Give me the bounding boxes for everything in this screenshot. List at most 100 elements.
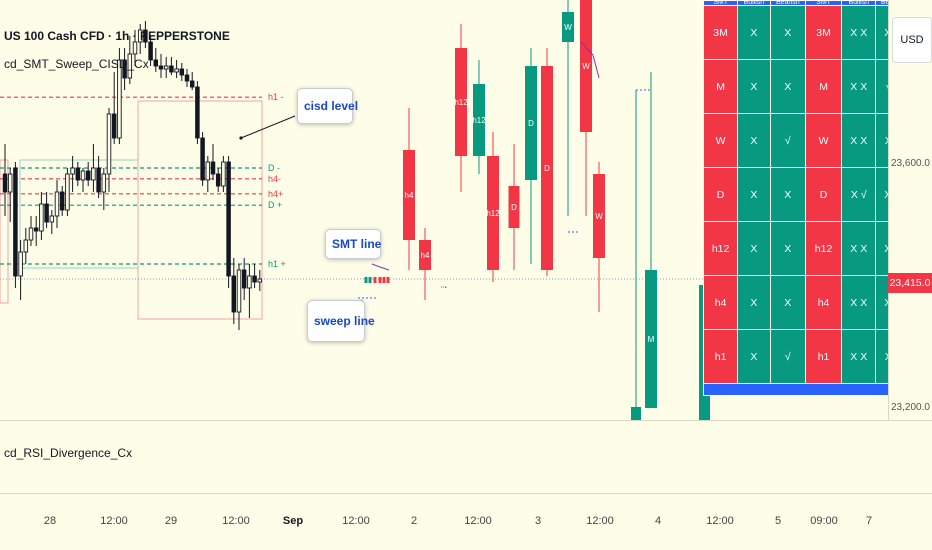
table-cell: h4	[702, 275, 739, 330]
indicator-smt-sweep-label[interactable]: cd_SMT_Sweep_CISD_Cx	[4, 57, 149, 71]
table-cell: √	[769, 329, 807, 384]
mini-candle	[364, 277, 368, 283]
htf-candle-body	[419, 240, 431, 270]
table-cell: X	[769, 59, 807, 114]
hourly-candle-body	[44, 203, 49, 223]
htf-candle-label: D	[511, 203, 517, 212]
hourly-candle-body	[205, 161, 211, 181]
range-box-right	[137, 100, 263, 320]
hourly-candle-body	[2, 173, 8, 193]
hourly-candle-body	[132, 41, 138, 55]
sweep-line-text: sweep line	[314, 314, 375, 328]
htf-candle-body	[455, 48, 467, 156]
hourly-candle-body	[54, 191, 60, 217]
htf-candle-body	[473, 84, 485, 156]
htf-candle-body	[562, 12, 574, 42]
htf-candle-label: h12	[486, 209, 500, 218]
table-cell: 3M	[805, 5, 843, 60]
indicator-rsi-divergence-label[interactable]: cd_RSI_Divergence_Cx	[4, 446, 133, 460]
hourly-candle-body	[96, 167, 101, 193]
htf-candle-label: h12	[454, 98, 468, 107]
cisd-level-text: cisd level	[304, 99, 359, 113]
cisd-arrow-line	[240, 115, 296, 139]
table-cell: W	[805, 113, 843, 168]
htf-candle-body	[593, 174, 605, 258]
hourly-candle-body	[221, 161, 226, 187]
htf-candle-label: D	[544, 164, 550, 173]
htf-candle-label: W	[564, 23, 572, 32]
hourly-candle-body	[241, 269, 247, 289]
htf-candle-label: h4	[405, 191, 414, 200]
time-tick-label: 12:00	[222, 515, 250, 527]
hourly-candle-body	[106, 113, 112, 175]
hourly-candle-body	[23, 239, 29, 253]
hourly-candle-body	[163, 65, 169, 70]
time-tick-label: 12:00	[586, 515, 614, 527]
htf-candle-label: W	[595, 212, 603, 221]
hourly-candle-body	[65, 173, 70, 211]
table-cell: X	[737, 275, 771, 330]
level-label: h1 +	[268, 259, 286, 269]
htf-candle-label: h12	[472, 116, 486, 125]
hourly-candle-body	[143, 29, 148, 43]
chart-title[interactable]: US 100 Cash CFD · 1h · PEPPERSTONE	[4, 29, 230, 43]
htf-candle-body	[541, 66, 553, 270]
hourly-candle-body	[174, 68, 179, 73]
currency-button[interactable]: USD	[892, 17, 932, 63]
smt-line	[371, 263, 390, 271]
level-label: D +	[268, 200, 282, 210]
price-axis[interactable]	[888, 0, 932, 420]
hourly-candle-body	[179, 68, 185, 76]
time-tick-label: 3	[534, 515, 542, 527]
htf-candle-body	[508, 186, 520, 228]
table-cell: h4	[805, 275, 843, 330]
hourly-candle-body	[111, 113, 117, 139]
table-cell: X	[769, 167, 807, 222]
table-cell: X X	[841, 5, 877, 60]
time-axis-separator	[0, 493, 932, 494]
table-cell: h12	[805, 221, 843, 276]
hourly-candle-body	[137, 29, 143, 43]
mini-candle	[373, 277, 377, 283]
hourly-candle-body	[169, 65, 174, 73]
time-tick-label: 12:00	[464, 515, 492, 527]
pane-separator[interactable]	[0, 420, 932, 421]
table-cell: M	[805, 59, 843, 114]
hourly-candle-body	[80, 170, 86, 181]
table-cell: h12	[702, 221, 739, 276]
time-tick-label: 12:00	[342, 515, 370, 527]
table-cell: X	[769, 5, 807, 60]
hourly-candle-body	[7, 173, 13, 193]
time-tick-label: 28	[43, 515, 57, 527]
hourly-candle-body	[215, 173, 221, 187]
hourly-candle-body	[85, 170, 91, 181]
table-cell: X	[737, 59, 771, 114]
hourly-candle-body	[75, 167, 81, 181]
table-cell: X	[737, 167, 771, 222]
htf-candle-body	[645, 270, 657, 408]
mini-candle	[378, 277, 382, 283]
mini-candle	[368, 277, 372, 283]
hourly-candle-body	[33, 227, 39, 232]
hourly-candle-body	[91, 167, 96, 181]
hourly-candle-body	[101, 173, 107, 193]
htf-candle-body	[580, 0, 592, 132]
cisd-level-callout: cisd level	[297, 88, 358, 124]
cisd-arrow-dot	[239, 136, 243, 140]
table-cell: W	[702, 113, 739, 168]
sweep-line-callout: sweep line	[307, 300, 375, 342]
table-cell: X X	[841, 59, 877, 114]
hourly-candle-body	[70, 167, 75, 175]
table-cell: D	[702, 167, 739, 222]
htf-candle-label: W	[582, 62, 590, 71]
hourly-candle-body	[247, 275, 252, 289]
price-tick-label: 23,600.0	[891, 158, 930, 169]
hourly-candle-body	[122, 59, 127, 79]
price-tick-label: 23,200.0	[891, 402, 930, 413]
hourly-candle-body	[117, 59, 122, 139]
table-cell: √	[769, 113, 807, 168]
table-footer-row	[703, 383, 932, 396]
table-cell: X	[737, 329, 771, 384]
hourly-candle-body	[257, 278, 263, 283]
